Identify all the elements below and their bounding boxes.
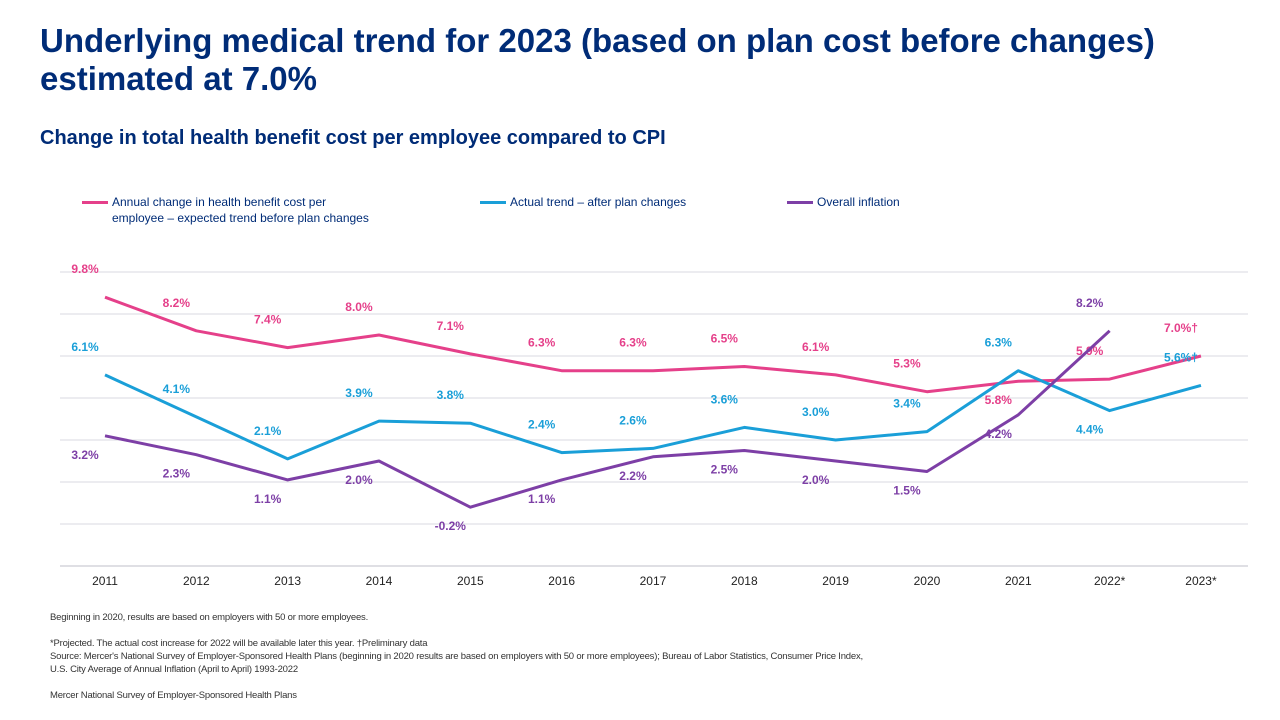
chart-subtitle: Change in total health benefit cost per … <box>40 127 666 149</box>
series-line <box>104 329 1111 509</box>
x-tick-label: 2013 <box>274 574 301 588</box>
x-tick-label: 2014 <box>366 574 393 588</box>
legend-item-actual-trend: Actual trend – after plan changes <box>480 194 687 210</box>
x-tick-label: 2023* <box>1185 574 1217 588</box>
data-label: 6.3% <box>985 336 1013 350</box>
data-label: 8.2% <box>163 296 191 310</box>
data-label: 2.5% <box>711 463 739 477</box>
data-label: 5.8% <box>985 393 1013 407</box>
data-label: 6.3% <box>619 336 647 350</box>
x-tick-label: 2020 <box>914 574 941 588</box>
x-tick-label: 2018 <box>731 574 758 588</box>
source-note: U.S. City Average of Annual Inflation (A… <box>50 664 298 675</box>
data-label: 2.1% <box>254 424 282 438</box>
data-label: 6.5% <box>711 332 739 346</box>
x-tick-label: 2019 <box>822 574 849 588</box>
data-label: 7.4% <box>254 313 282 327</box>
legend-item-expected-trend: Annual change in health benefit cost per… <box>82 194 369 226</box>
x-tick-label: 2015 <box>457 574 484 588</box>
legend-swatch <box>480 201 506 204</box>
data-label: 4.1% <box>163 382 191 396</box>
data-label: 6.1% <box>71 340 99 354</box>
page-title: Underlying medical trend for 2023 (based… <box>40 22 1155 97</box>
x-tick-label: 2011 <box>92 574 118 588</box>
series-line <box>104 369 1202 461</box>
x-tick-label: 2016 <box>548 574 575 588</box>
x-tick-label: 2021 <box>1005 574 1032 588</box>
data-label: 3.0% <box>802 405 830 419</box>
data-label: 2.2% <box>619 469 647 483</box>
data-label: 4.2% <box>985 427 1013 441</box>
data-label: 5.3% <box>893 357 921 371</box>
legend-item-inflation: Overall inflation <box>787 194 900 210</box>
data-label: 1.1% <box>254 492 282 506</box>
data-label: 9.8% <box>71 262 99 276</box>
data-label: 2.6% <box>619 413 647 427</box>
data-label: 8.2% <box>1076 296 1104 310</box>
data-label: 6.3% <box>528 336 556 350</box>
data-label: 2.0% <box>802 473 830 487</box>
data-label: 4.4% <box>1076 423 1104 437</box>
data-label: 6.1% <box>802 340 830 354</box>
data-label: 2.4% <box>528 418 556 432</box>
footer-note: Mercer National Survey of Employer-Spons… <box>50 690 297 701</box>
data-label: 2.3% <box>163 467 191 481</box>
x-tick-label: 2017 <box>640 574 667 588</box>
legend-label: Overall inflation <box>817 195 900 209</box>
data-label: 7.1% <box>437 319 465 333</box>
data-label: 3.9% <box>345 386 373 400</box>
x-tick-label: 2012 <box>183 574 210 588</box>
data-label: -0.2% <box>435 519 467 533</box>
data-label: 5.6%† <box>1164 350 1198 364</box>
source-note: Source: Mercer's National Survey of Empl… <box>50 651 863 662</box>
legend-label: employee – expected trend before plan ch… <box>112 211 369 225</box>
legend-swatch <box>82 201 108 204</box>
data-label: 1.1% <box>528 492 556 506</box>
data-label: 3.2% <box>71 448 99 462</box>
data-label: 7.0%† <box>1164 321 1198 335</box>
data-label: 3.6% <box>711 392 739 406</box>
legend-label: Actual trend – after plan changes <box>510 195 687 209</box>
legend-label: Annual change in health benefit cost per <box>112 195 327 209</box>
data-label: 3.8% <box>437 388 465 402</box>
legend-swatch <box>787 201 813 204</box>
data-label: 1.5% <box>893 484 921 498</box>
data-label: 2.0% <box>345 473 373 487</box>
data-label: 3.4% <box>893 397 921 411</box>
footnote: *Projected. The actual cost increase for… <box>50 638 428 649</box>
data-label: 8.0% <box>345 300 373 314</box>
x-tick-label: 2022* <box>1094 574 1126 588</box>
footnote: Beginning in 2020, results are based on … <box>50 612 369 623</box>
